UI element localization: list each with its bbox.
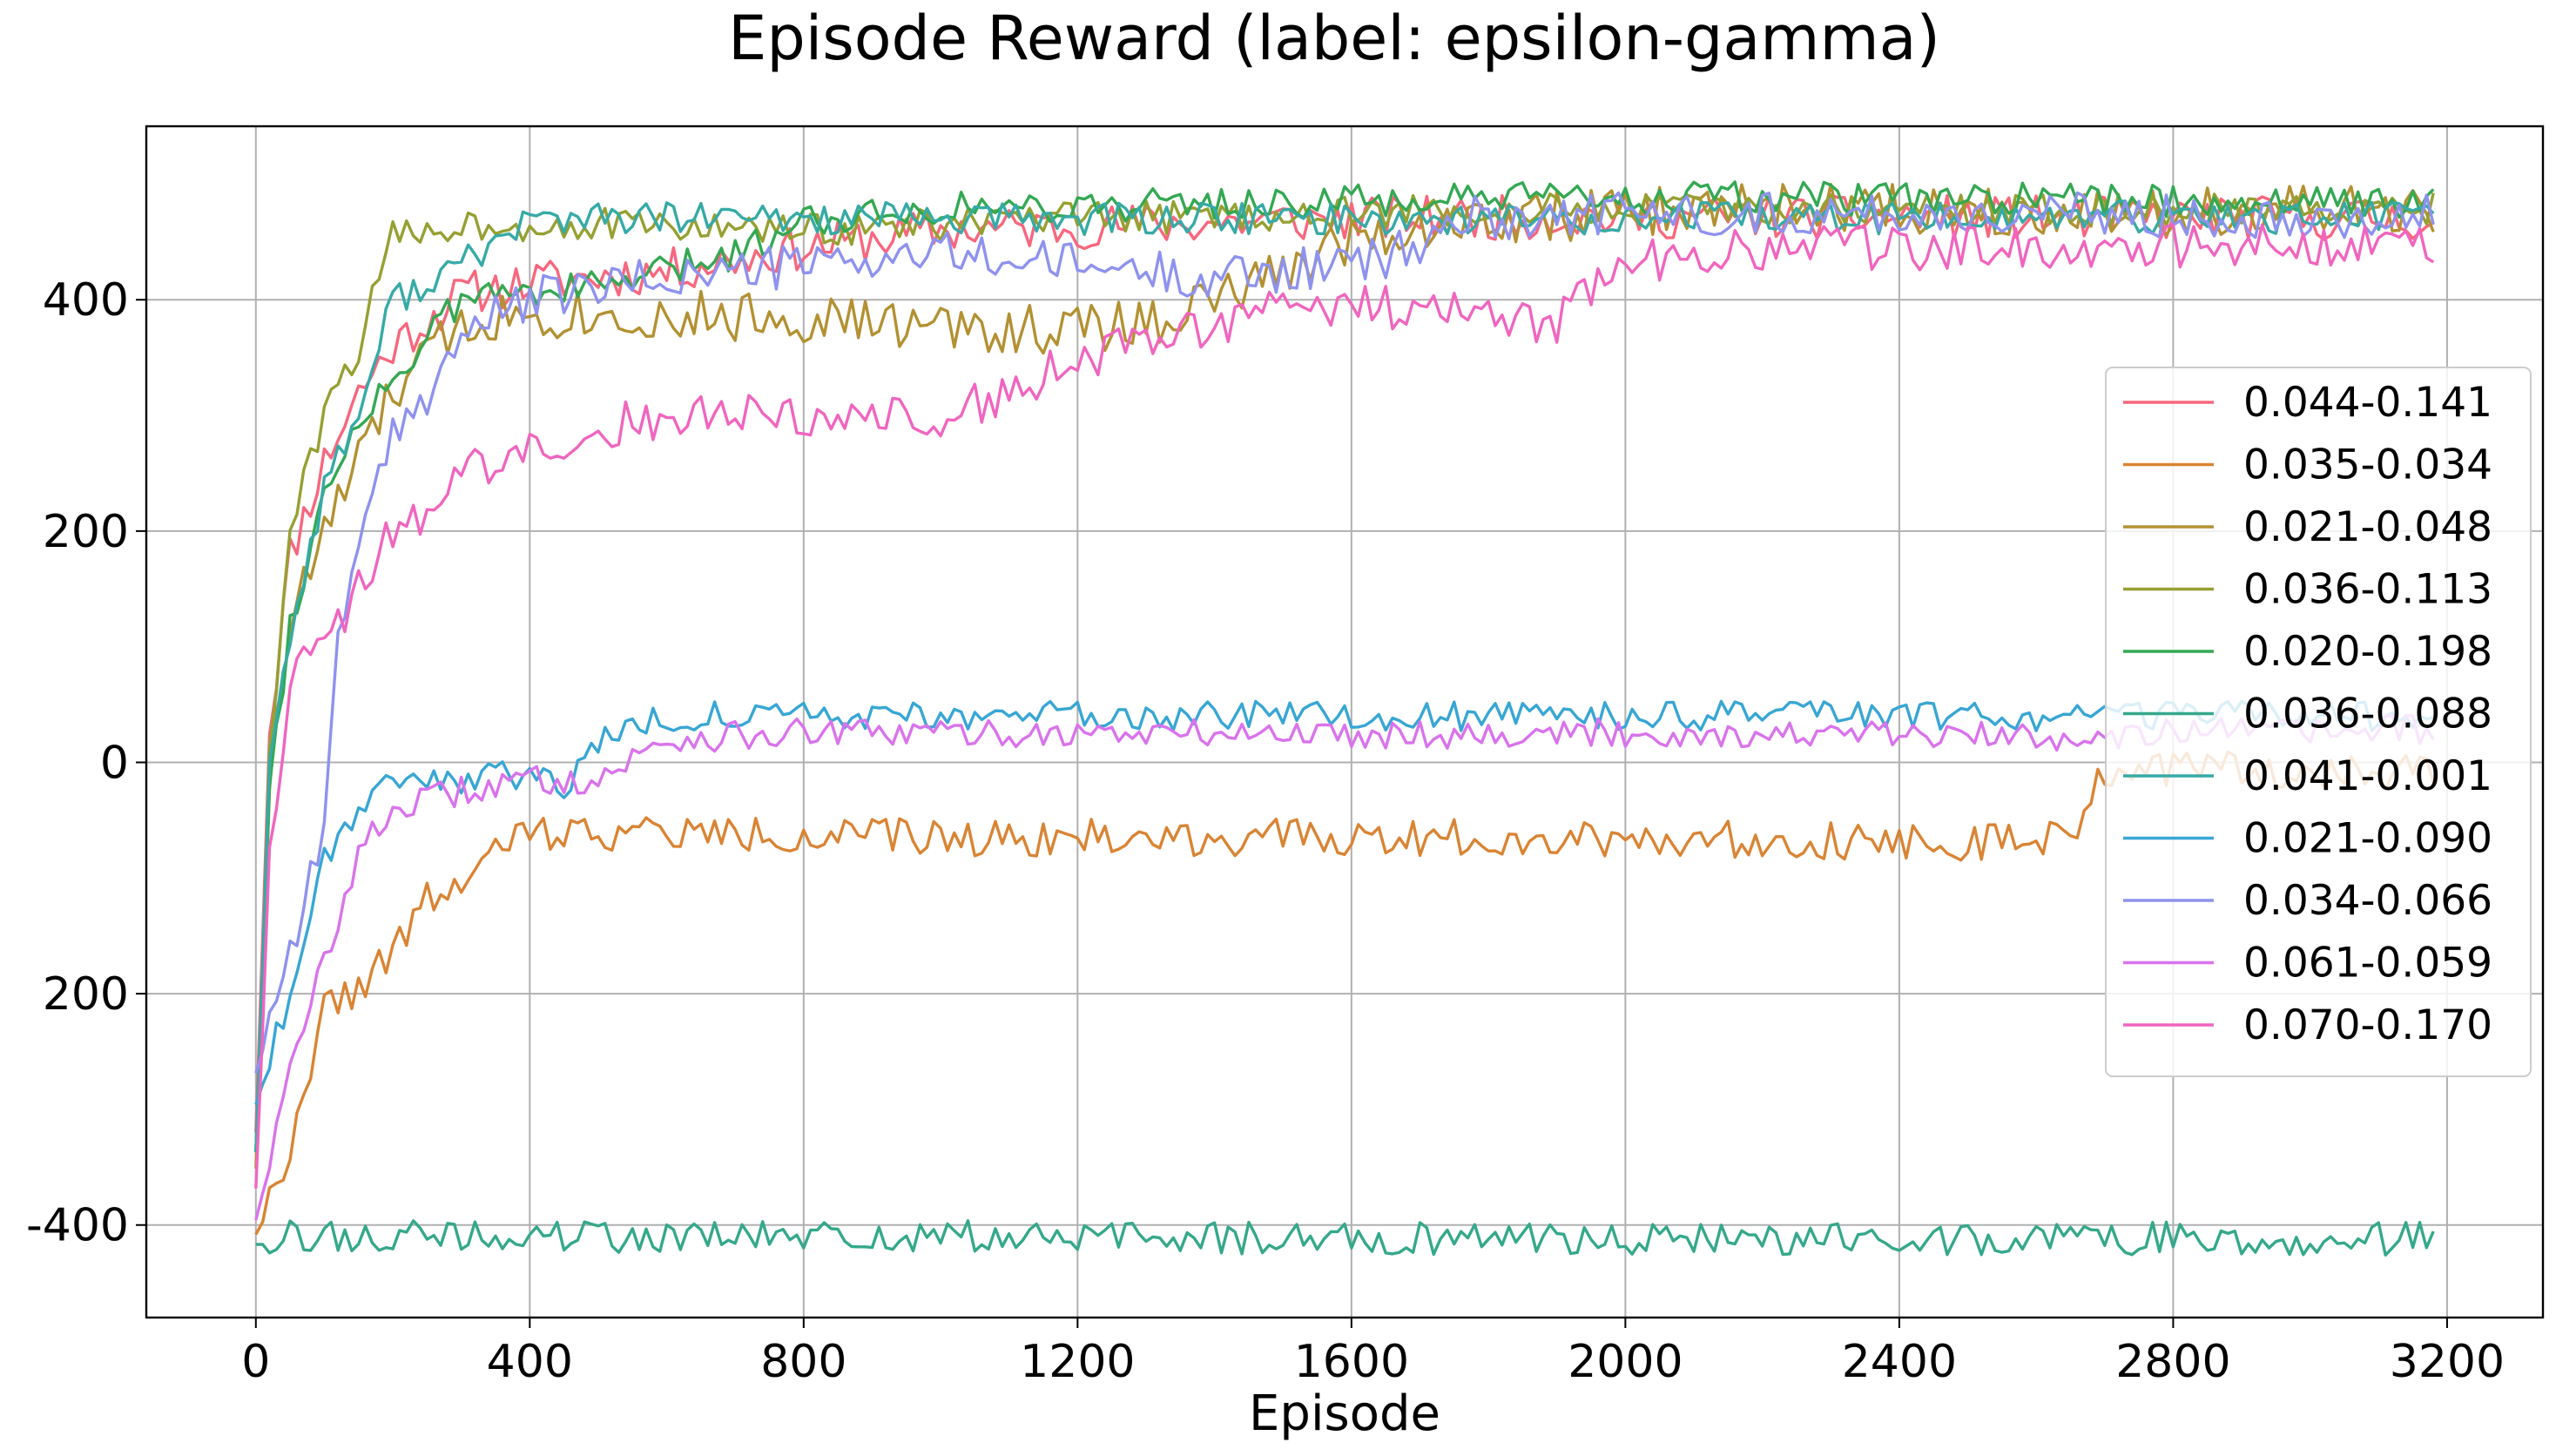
y-tick-label: -400 xyxy=(26,1200,129,1252)
legend-label: 0.041-0.001 xyxy=(2243,752,2492,800)
legend-label: 0.021-0.048 xyxy=(2243,503,2492,551)
x-tick-label: 2400 xyxy=(1842,1336,1957,1388)
legend: 0.044-0.141 0.035-0.034 0.021-0.048 0.036-0… xyxy=(2105,367,2532,1077)
series-line-6 xyxy=(255,1219,2435,1257)
legend-label: 0.044-0.141 xyxy=(2243,379,2492,427)
legend-label: 0.061-0.059 xyxy=(2243,940,2492,988)
x-tick-label: 2800 xyxy=(2115,1336,2230,1388)
series-line-7 xyxy=(254,199,2435,1152)
x-tick-label: 2000 xyxy=(1568,1336,1683,1388)
x-tick-label: 3200 xyxy=(2390,1336,2505,1388)
x-axis-label: Episode xyxy=(1249,1385,1440,1442)
x-tick-label: 1200 xyxy=(1020,1336,1135,1388)
legend-label: 0.035-0.034 xyxy=(2243,442,2492,489)
legend-label: 0.021-0.090 xyxy=(2243,815,2492,863)
series-line-2 xyxy=(254,750,2435,1236)
y-tick-label: 400 xyxy=(43,274,129,327)
legend-label: 0.020-0.198 xyxy=(2243,628,2492,676)
legend-label: 0.034-0.066 xyxy=(2243,877,2492,925)
x-tick-label: 800 xyxy=(760,1336,846,1388)
series-line-8 xyxy=(254,699,2434,1106)
series-line-5 xyxy=(254,180,2435,1153)
y-tick-label: 0 xyxy=(100,737,129,789)
y-tick-label: 200 xyxy=(43,506,129,558)
x-tick-label: 400 xyxy=(487,1336,573,1388)
legend-label: 0.070-0.170 xyxy=(2243,1001,2492,1049)
y-tick-label: 200 xyxy=(43,968,129,1021)
series-line-11 xyxy=(254,223,2435,1189)
tick-layer: 0 400 800 1200 1600 2000 2400 2800 3200-40020002… xyxy=(26,274,2505,1388)
legend-label: 0.036-0.113 xyxy=(2243,566,2492,614)
x-tick-label: 1600 xyxy=(1294,1336,1409,1388)
series-line-10 xyxy=(254,713,2435,1221)
chart-title: Episode Reward (label: epsilon-gamma) xyxy=(728,3,1940,74)
legend-label: 0.036-0.088 xyxy=(2243,691,2492,738)
series-line-9 xyxy=(254,191,2435,1074)
plot-frame xyxy=(145,125,2545,1319)
series-layer xyxy=(254,180,2435,1257)
x-tick-label: 0 xyxy=(241,1336,270,1388)
